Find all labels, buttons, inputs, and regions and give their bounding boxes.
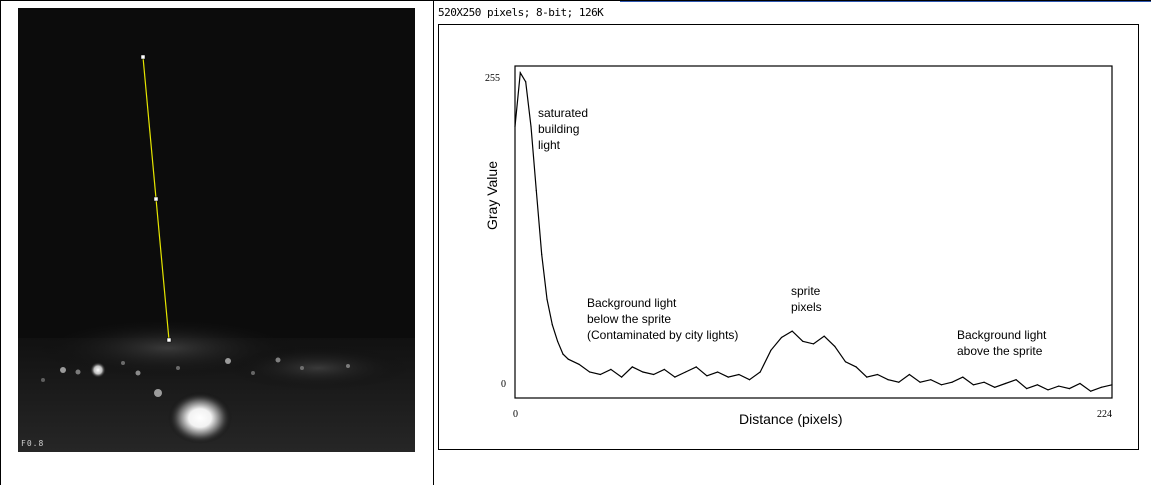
line-handle-bottom	[166, 337, 172, 343]
data-point	[791, 330, 793, 332]
data-point	[695, 366, 697, 368]
x-axis-title: Distance (pixels)	[739, 411, 843, 427]
data-point	[994, 386, 996, 388]
data-point	[535, 189, 537, 192]
profile-plot-window[interactable]: 255 0 0 224 Distance (pixels) Gray Value…	[438, 24, 1139, 450]
data-point	[1015, 379, 1017, 381]
frame-label: F0.8	[21, 439, 45, 448]
x-tick-max: 224	[1097, 409, 1112, 420]
annotation-saturated-light: saturated building light	[538, 106, 589, 152]
data-point	[706, 375, 708, 377]
frame-top-border	[0, 0, 1151, 1]
data-point	[983, 381, 985, 383]
y-tick-max: 255	[485, 73, 500, 84]
data-point	[919, 381, 921, 383]
data-point	[621, 376, 623, 378]
data-point	[1111, 384, 1113, 386]
data-point	[663, 368, 665, 370]
data-point	[610, 368, 612, 370]
data-point	[908, 373, 910, 376]
data-point	[717, 371, 719, 373]
x-tick-min: 0	[513, 409, 518, 420]
data-point	[844, 361, 847, 363]
data-point	[748, 379, 751, 381]
data-point	[599, 373, 601, 376]
data-point	[1100, 386, 1102, 388]
data-point	[738, 373, 740, 376]
camera-scene	[18, 8, 415, 452]
window-accent-line	[620, 1, 1151, 2]
data-point	[876, 373, 879, 376]
data-point	[727, 376, 729, 378]
data-point	[855, 366, 857, 368]
data-point	[685, 371, 687, 373]
data-point	[519, 72, 521, 74]
data-point	[653, 373, 655, 376]
data-point	[887, 379, 889, 381]
data-point	[962, 376, 964, 378]
data-point	[642, 371, 644, 373]
plot-area-border	[514, 65, 1113, 399]
data-point	[1079, 382, 1081, 385]
data-point	[631, 366, 633, 368]
data-point	[1026, 388, 1028, 390]
data-point	[802, 340, 804, 342]
data-point	[551, 324, 553, 326]
data-point	[898, 381, 900, 383]
data-point	[770, 349, 772, 351]
annotation-background-below: Background light below the sprite (Conta…	[587, 296, 739, 342]
data-point	[546, 298, 548, 300]
annotation-background-above: Background light above the sprite	[957, 328, 1047, 358]
line-handle-top	[140, 54, 146, 60]
profile-plot	[514, 65, 1113, 399]
line-handle-mid	[153, 196, 159, 202]
data-point	[823, 335, 825, 337]
data-point	[530, 125, 532, 128]
data-point	[951, 381, 953, 383]
data-point	[834, 345, 836, 347]
y-axis-title: Gray Value	[484, 161, 500, 230]
data-point	[589, 371, 591, 373]
data-point	[866, 376, 868, 378]
data-point	[525, 81, 527, 83]
data-point	[578, 363, 580, 365]
data-point	[567, 358, 569, 360]
camera-image[interactable]: F0.8	[18, 8, 415, 452]
y-tick-min: 0	[501, 379, 506, 390]
frame-divider	[433, 0, 434, 485]
data-point	[930, 379, 932, 381]
data-point	[1090, 390, 1092, 392]
data-point	[940, 384, 942, 386]
data-point	[812, 343, 815, 345]
data-point	[1004, 382, 1007, 385]
data-point	[514, 125, 516, 128]
data-point	[972, 384, 975, 386]
frame-left-border	[0, 0, 1, 485]
data-point	[1036, 384, 1038, 386]
data-point	[562, 353, 564, 355]
image-info-header: 520X250 pixels; 8-bit; 126K	[438, 6, 604, 19]
data-point	[674, 376, 676, 378]
data-point	[1068, 388, 1070, 390]
series-line-0	[514, 70, 1113, 392]
data-point	[1058, 385, 1060, 387]
data-point	[759, 371, 761, 373]
data-point	[1047, 389, 1049, 391]
data-point	[780, 336, 783, 339]
annotation-sprite-pixels: sprite pixels	[791, 284, 822, 314]
data-point	[541, 253, 543, 255]
data-point	[557, 340, 559, 342]
